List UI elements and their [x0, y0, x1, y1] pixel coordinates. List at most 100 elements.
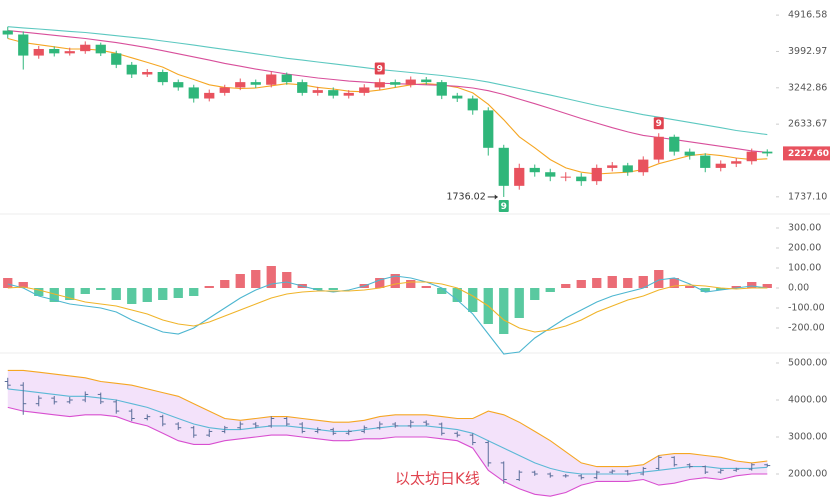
macd-bar	[452, 288, 462, 302]
candle-body	[653, 136, 664, 160]
line	[7, 37, 768, 175]
macd-bar	[576, 280, 586, 288]
candle-body	[560, 176, 571, 178]
line	[7, 281, 768, 333]
candle-body	[49, 48, 60, 54]
y-tick-label: 5000.00	[788, 357, 827, 368]
candle-body	[576, 176, 587, 182]
candle-body	[111, 53, 122, 65]
candle-body	[514, 167, 525, 186]
macd-bar	[762, 284, 772, 288]
candle-body	[142, 71, 153, 75]
macd-bar	[49, 288, 59, 302]
candle-body	[359, 87, 370, 93]
signal-marker	[374, 62, 385, 75]
candle-body	[18, 34, 29, 56]
candle-body	[607, 165, 618, 168]
signal-label: 9	[656, 119, 662, 129]
line	[7, 26, 768, 136]
y-tick-label: 300.00	[788, 223, 821, 234]
y-tick-label: 1737.10	[788, 191, 827, 202]
candle-body	[452, 95, 463, 99]
y-tick-label: 3242.86	[788, 82, 827, 93]
candle-body	[498, 147, 509, 186]
y-tick-label: 4000.00	[788, 394, 827, 405]
macd-bar	[65, 288, 75, 300]
candle-body	[622, 165, 633, 173]
candle-body	[157, 71, 168, 83]
candle-body	[328, 90, 339, 96]
macd-bar	[80, 288, 90, 294]
candle-body	[312, 90, 323, 93]
macd-bar	[545, 288, 555, 292]
candle-body	[731, 161, 742, 164]
macd-bar	[468, 288, 478, 312]
candle-body	[95, 44, 106, 54]
line	[7, 369, 768, 468]
candle-body	[33, 48, 44, 56]
macd-bar	[235, 274, 245, 288]
macd-bar	[251, 270, 261, 288]
y-tick-label: -100.00	[788, 303, 825, 314]
y-tick-label: 4916.58	[788, 10, 827, 21]
candle-body	[684, 151, 695, 156]
low-arrow-head	[494, 194, 498, 200]
candle-body	[591, 167, 602, 182]
candle-body	[219, 87, 230, 93]
signal-label: 9	[377, 65, 383, 75]
macd-bar	[747, 282, 757, 288]
macd-bar	[127, 288, 137, 304]
macd-bar	[375, 278, 385, 288]
macd-bar	[96, 288, 106, 290]
macd-bar	[158, 288, 168, 300]
line	[7, 388, 768, 475]
y-tick-label: 2633.67	[788, 119, 827, 130]
candle-body	[80, 44, 91, 52]
macd-bar	[437, 288, 447, 294]
macd-bar	[3, 278, 13, 288]
macd-bar	[561, 284, 571, 288]
candle-body	[715, 163, 726, 168]
candle-body	[188, 87, 199, 99]
candle-body	[235, 82, 246, 88]
macd-bar	[328, 288, 338, 290]
candle-body	[2, 30, 13, 35]
candle-body	[266, 74, 277, 85]
y-tick-label: -200.00	[788, 323, 825, 334]
last-price-label: 2227.60	[788, 149, 829, 159]
macd-bar	[607, 276, 617, 288]
candle-body	[281, 74, 292, 83]
candle-body	[483, 110, 494, 148]
macd-bar	[638, 276, 648, 288]
macd-bar	[731, 286, 741, 288]
candle-body	[126, 64, 137, 75]
macd-bar	[313, 288, 323, 290]
macd-bar	[592, 278, 602, 288]
y-tick-label: 2000.00	[788, 468, 827, 479]
candle-body	[762, 151, 773, 154]
candle-body	[669, 136, 680, 152]
y-tick-label: 3992.97	[788, 46, 827, 57]
macd-bar	[220, 280, 230, 288]
candle-body	[374, 82, 385, 88]
macd-bar	[34, 288, 44, 296]
candle-body	[700, 155, 711, 168]
signal-label: 9	[501, 202, 507, 212]
macd-bar	[189, 288, 199, 296]
candle-body	[638, 159, 649, 173]
last-price-box	[783, 146, 830, 161]
y-tick-label: 0.00	[788, 283, 809, 294]
candle-body	[421, 79, 432, 83]
candle-body	[390, 82, 401, 85]
line	[7, 275, 768, 355]
signal-marker	[653, 117, 664, 130]
macd-bar	[716, 288, 726, 290]
macd-bar	[700, 288, 710, 292]
candle-body	[529, 167, 540, 173]
macd-bar	[406, 280, 416, 288]
y-tick-label: 3000.00	[788, 431, 827, 442]
y-tick-label: 100.00	[788, 263, 821, 274]
macd-bar	[499, 288, 509, 334]
macd-bar	[173, 288, 183, 298]
line	[7, 30, 768, 153]
